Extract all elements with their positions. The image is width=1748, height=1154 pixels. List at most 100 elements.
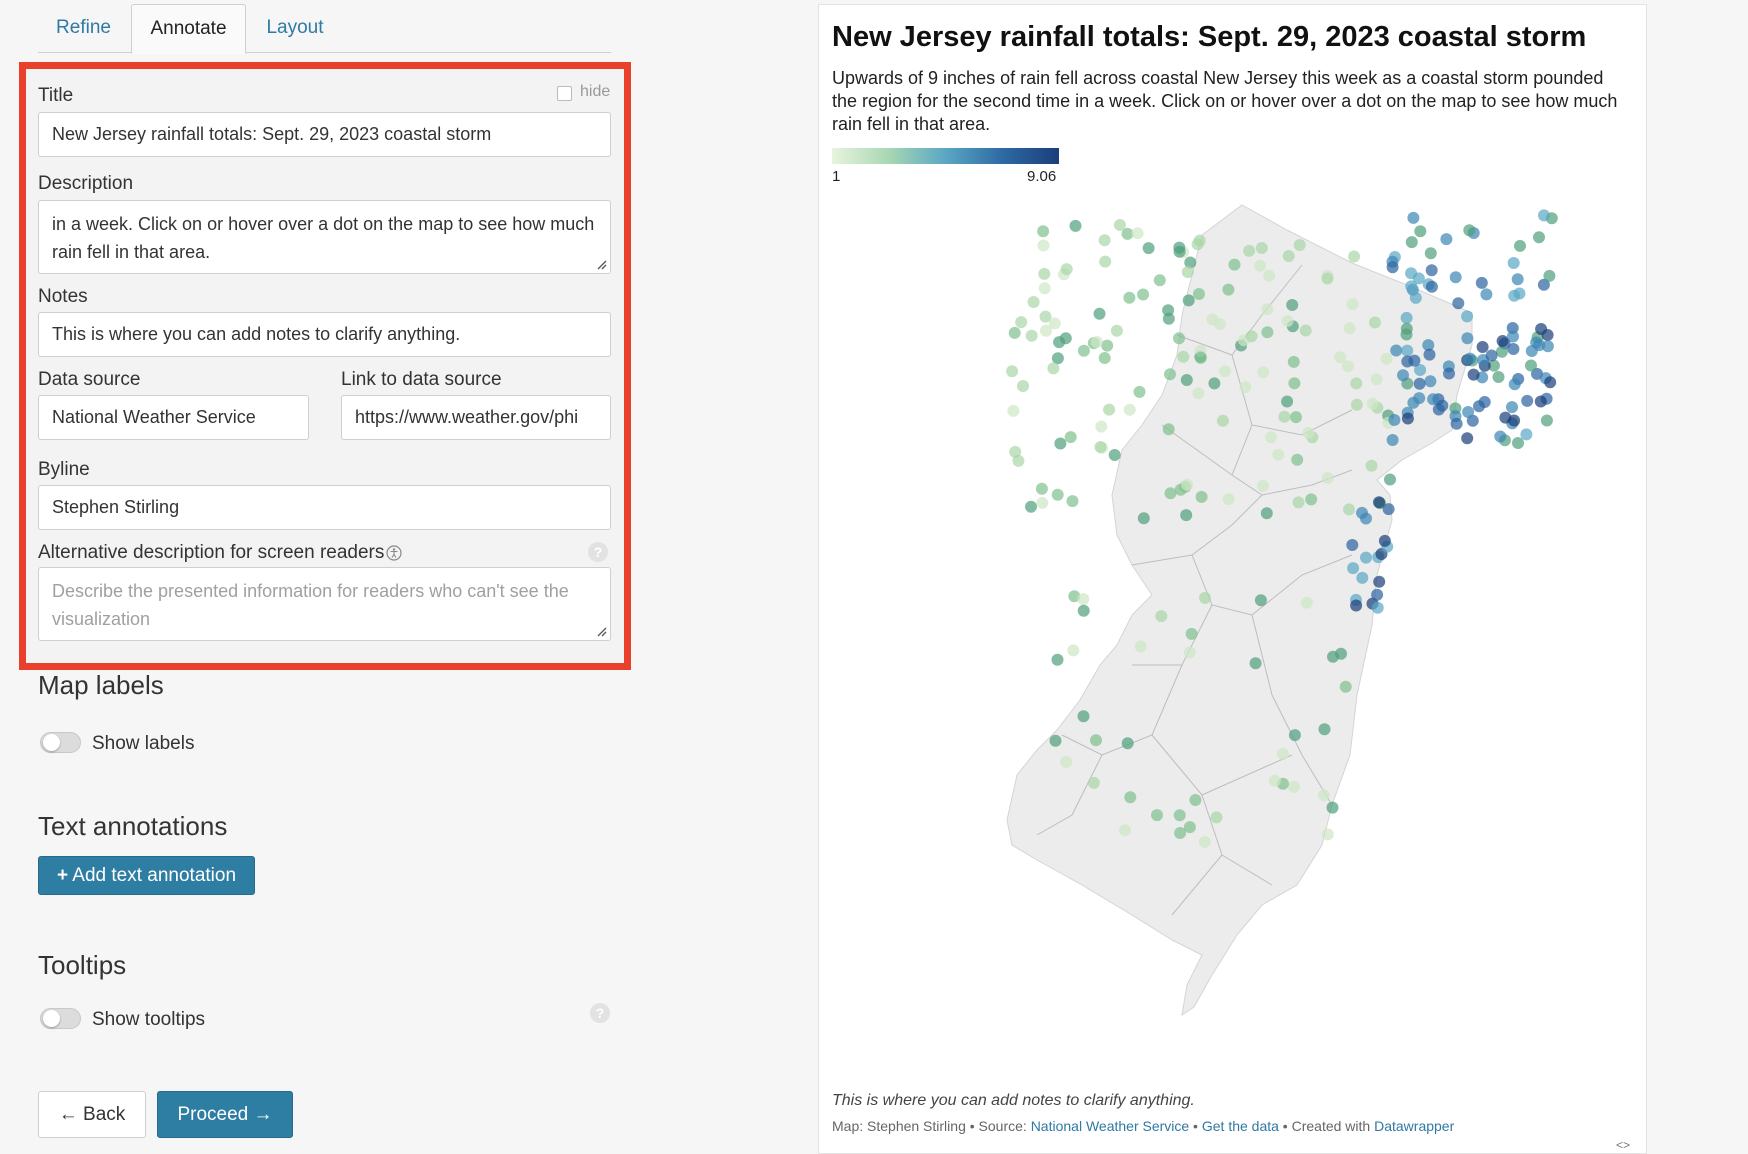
rainfall-dot[interactable]	[1356, 506, 1368, 519]
rainfall-dot[interactable]	[1369, 316, 1381, 329]
rainfall-dot[interactable]	[1103, 403, 1116, 416]
rainfall-dot[interactable]	[1449, 271, 1462, 284]
rainfall-dot[interactable]	[1036, 496, 1049, 509]
rainfall-dot[interactable]	[1222, 493, 1235, 506]
rainfall-dot[interactable]	[1077, 344, 1090, 357]
link-source-input[interactable]: https://www.weather.gov/phi	[341, 395, 611, 440]
rainfall-dot[interactable]	[1281, 315, 1294, 327]
rainfall-dot[interactable]	[1173, 241, 1186, 254]
rainfall-dot[interactable]	[1440, 233, 1453, 246]
rainfall-dot[interactable]	[1305, 493, 1318, 506]
add-text-annotation-button[interactable]: + Add text annotation	[38, 856, 255, 895]
rainfall-dot[interactable]	[1299, 324, 1312, 337]
rainfall-dot[interactable]	[1124, 791, 1137, 804]
rainfall-dot[interactable]	[1533, 231, 1545, 244]
rainfall-dot[interactable]	[1098, 234, 1111, 247]
rainfall-dot[interactable]	[1422, 339, 1435, 352]
rainfall-dot[interactable]	[1339, 680, 1352, 693]
rainfall-dot[interactable]	[1512, 437, 1524, 449]
rainfall-dot[interactable]	[1133, 385, 1146, 398]
rainfall-dot[interactable]	[1268, 774, 1281, 787]
rainfall-dot[interactable]	[1255, 242, 1268, 254]
rainfall-dot[interactable]	[1219, 365, 1231, 378]
rainfall-dot[interactable]	[1195, 490, 1208, 503]
rainfall-dot[interactable]	[1286, 299, 1299, 311]
rainfall-dot[interactable]	[1153, 274, 1166, 287]
rainfall-dot[interactable]	[1222, 283, 1235, 296]
rainfall-dot[interactable]	[1183, 821, 1196, 834]
rainfall-dot[interactable]	[1350, 398, 1363, 411]
rainfall-dot[interactable]	[1239, 381, 1252, 394]
tab-refine[interactable]: Refine	[56, 17, 111, 38]
rainfall-dot[interactable]	[1108, 449, 1121, 461]
rainfall-dot[interactable]	[1189, 794, 1202, 806]
rainfall-dot[interactable]	[1409, 291, 1422, 304]
rainfall-dot[interactable]	[1049, 734, 1062, 747]
rainfall-dot[interactable]	[1487, 359, 1500, 372]
rainfall-dot[interactable]	[1346, 298, 1359, 311]
rainfall-dot[interactable]	[1162, 312, 1175, 325]
rainfall-dot[interactable]	[1508, 289, 1521, 302]
rainfall-dot[interactable]	[1514, 239, 1526, 252]
rainfall-dot[interactable]	[1039, 310, 1052, 323]
rainfall-dot[interactable]	[1015, 316, 1028, 329]
alt-help-icon[interactable]: ?	[588, 542, 608, 562]
rainfall-dot[interactable]	[1121, 227, 1134, 240]
rainfall-dot[interactable]	[1181, 266, 1194, 278]
rainfall-dot[interactable]	[1535, 323, 1548, 335]
rainfall-dot[interactable]	[1040, 324, 1052, 337]
rainfall-dot[interactable]	[1007, 404, 1020, 417]
rainfall-dot[interactable]	[1087, 776, 1100, 789]
rainfall-dot[interactable]	[1177, 350, 1190, 363]
rainfall-dot[interactable]	[1405, 280, 1418, 293]
rainfall-dot[interactable]	[1134, 640, 1147, 653]
rainfall-dot[interactable]	[1093, 307, 1106, 320]
rainfall-dot[interactable]	[1060, 263, 1073, 276]
rainfall-dot[interactable]	[1068, 590, 1081, 603]
rainfall-dot[interactable]	[1099, 255, 1112, 268]
tooltips-help-icon[interactable]: ?	[590, 1003, 610, 1023]
rainfall-dot[interactable]	[1199, 591, 1211, 604]
rainfall-dot[interactable]	[1386, 261, 1399, 274]
rainfall-dot[interactable]	[1051, 352, 1064, 365]
rainfall-dot[interactable]	[1174, 827, 1187, 839]
rainfall-dot[interactable]	[1300, 596, 1313, 609]
rainfall-dot[interactable]	[1423, 348, 1436, 361]
rainfall-dot[interactable]	[1054, 437, 1067, 450]
rainfall-dot[interactable]	[1473, 400, 1485, 413]
resize-grip-icon[interactable]	[595, 258, 607, 270]
rainfall-dot[interactable]	[1462, 406, 1475, 418]
embed-code-icon[interactable]: <>	[1616, 1138, 1631, 1152]
rainfall-dot[interactable]	[1506, 401, 1518, 414]
rainfall-dot[interactable]	[1293, 239, 1306, 251]
rainfall-dot[interactable]	[1464, 352, 1476, 365]
rainfall-dot[interactable]	[1051, 653, 1064, 666]
rainfall-dot[interactable]	[1382, 503, 1395, 516]
alt-description-textarea[interactable]: Describe the presented information for r…	[38, 567, 611, 641]
rainfall-dot[interactable]	[1173, 809, 1186, 822]
rainfall-dot[interactable]	[1185, 627, 1198, 640]
rainfall-dot[interactable]	[1495, 345, 1508, 358]
rainfall-dot[interactable]	[1321, 272, 1334, 285]
rainfall-dot[interactable]	[1317, 789, 1330, 802]
rainfall-dot[interactable]	[1356, 571, 1369, 584]
rainfall-dot[interactable]	[1534, 395, 1547, 408]
rainfall-dot[interactable]	[1365, 459, 1378, 472]
rainfall-dot[interactable]	[1432, 403, 1445, 416]
rainfall-dot[interactable]	[1384, 473, 1396, 486]
get-the-data-link[interactable]: Get the data	[1201, 1118, 1279, 1134]
rainfall-dot[interactable]	[1121, 737, 1134, 750]
rainfall-dot[interactable]	[1326, 801, 1339, 814]
rainfall-dot[interactable]	[1390, 344, 1403, 357]
rainfall-dot[interactable]	[1537, 278, 1550, 291]
rainfall-dot[interactable]	[1288, 377, 1301, 390]
rainfall-dot[interactable]	[1466, 414, 1479, 427]
rainfall-dot[interactable]	[1290, 411, 1302, 424]
rainfall-dot[interactable]	[1198, 836, 1211, 848]
rainfall-dot[interactable]	[1366, 397, 1379, 410]
rainfall-dot[interactable]	[1184, 256, 1197, 269]
rainfall-dots[interactable]	[1006, 209, 1558, 848]
rainfall-dot[interactable]	[1400, 311, 1413, 324]
rainfall-dot[interactable]	[1401, 412, 1414, 425]
rainfall-dot[interactable]	[1388, 414, 1401, 426]
